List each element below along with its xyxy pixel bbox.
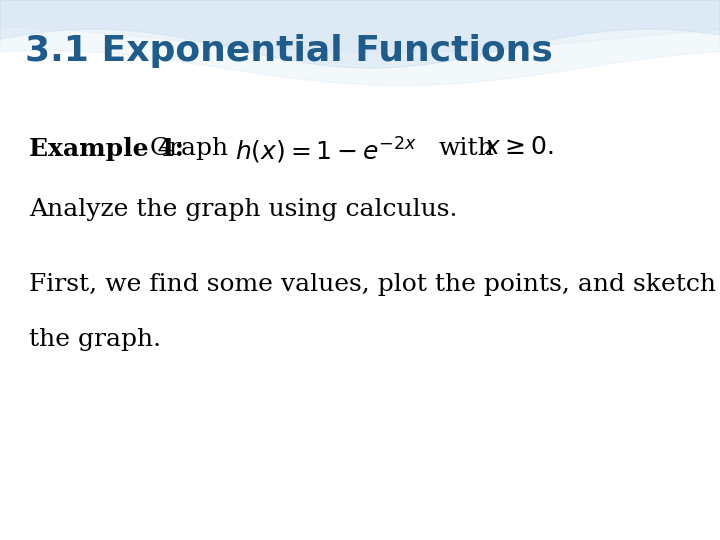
- Text: Slide 3-  14: Slide 3- 14: [540, 515, 603, 525]
- Text: with: with: [438, 137, 494, 160]
- Text: ALWAYS LEARNING: ALWAYS LEARNING: [22, 515, 132, 525]
- Text: 3.1 Exponential Functions: 3.1 Exponential Functions: [25, 33, 553, 68]
- Text: Example 4:: Example 4:: [29, 137, 184, 160]
- Text: the graph.: the graph.: [29, 328, 161, 351]
- Text: Analyze the graph using calculus.: Analyze the graph using calculus.: [29, 198, 457, 221]
- Text: PEARSON: PEARSON: [588, 511, 698, 529]
- Text: $x \geq 0.$: $x \geq 0.$: [484, 136, 553, 159]
- Text: $h(x) = 1 - e^{-2x}$: $h(x) = 1 - e^{-2x}$: [235, 136, 418, 166]
- Text: Copyright © 2014 Pearson Education, Inc.: Copyright © 2014 Pearson Education, Inc.: [250, 515, 470, 525]
- Text: First, we find some values, plot the points, and sketch: First, we find some values, plot the poi…: [29, 273, 716, 295]
- Text: Graph: Graph: [149, 137, 228, 160]
